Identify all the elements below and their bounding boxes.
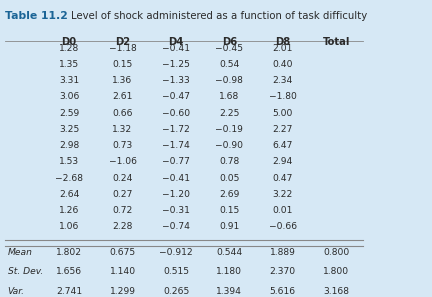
Text: 0.27: 0.27: [112, 190, 133, 199]
Text: 0.15: 0.15: [112, 60, 133, 69]
Text: 1.802: 1.802: [56, 248, 82, 257]
Text: 1.06: 1.06: [59, 222, 79, 231]
Text: −1.20: −1.20: [162, 190, 190, 199]
Text: 1.800: 1.800: [323, 267, 349, 276]
Text: 1.35: 1.35: [59, 60, 79, 69]
Text: 1.394: 1.394: [216, 287, 242, 296]
Text: D4: D4: [168, 37, 184, 47]
Text: 2.61: 2.61: [112, 92, 133, 101]
Text: −1.18: −1.18: [109, 44, 137, 53]
Text: 1.656: 1.656: [56, 267, 82, 276]
Text: 0.515: 0.515: [163, 267, 189, 276]
Text: 1.889: 1.889: [270, 248, 296, 257]
Text: 0.40: 0.40: [273, 60, 293, 69]
Text: 3.06: 3.06: [59, 92, 79, 101]
Text: 0.05: 0.05: [219, 173, 240, 183]
Text: 1.140: 1.140: [110, 267, 136, 276]
Text: 2.98: 2.98: [59, 141, 79, 150]
Text: 5.616: 5.616: [270, 287, 296, 296]
Text: −0.912: −0.912: [159, 248, 193, 257]
Text: 3.22: 3.22: [273, 190, 293, 199]
Text: 6.47: 6.47: [273, 141, 293, 150]
Text: 2.370: 2.370: [270, 267, 296, 276]
Text: 2.27: 2.27: [273, 125, 293, 134]
Text: Total: Total: [323, 37, 350, 47]
Text: −0.19: −0.19: [216, 125, 243, 134]
Text: −1.33: −1.33: [162, 76, 190, 85]
Text: 1.32: 1.32: [112, 125, 133, 134]
Text: −0.31: −0.31: [162, 206, 190, 215]
Text: 0.01: 0.01: [273, 206, 293, 215]
Text: 0.544: 0.544: [216, 248, 242, 257]
Text: Table 11.2: Table 11.2: [6, 11, 68, 21]
Text: 2.25: 2.25: [219, 108, 240, 118]
Text: D6: D6: [222, 37, 237, 47]
Text: 1.28: 1.28: [59, 44, 79, 53]
Text: −0.45: −0.45: [216, 44, 243, 53]
Text: 2.01: 2.01: [273, 44, 293, 53]
Text: 1.299: 1.299: [110, 287, 136, 296]
Text: 0.15: 0.15: [219, 206, 239, 215]
Text: 0.47: 0.47: [273, 173, 293, 183]
Text: −0.47: −0.47: [162, 92, 190, 101]
Text: St. Dev.: St. Dev.: [7, 267, 43, 276]
Text: 3.168: 3.168: [323, 287, 349, 296]
Text: 2.34: 2.34: [273, 76, 293, 85]
Text: 1.26: 1.26: [59, 206, 79, 215]
Text: D2: D2: [115, 37, 130, 47]
Text: −0.60: −0.60: [162, 108, 190, 118]
Text: Mean: Mean: [7, 248, 32, 257]
Text: 1.36: 1.36: [112, 76, 133, 85]
Text: 0.54: 0.54: [219, 60, 240, 69]
Text: 1.180: 1.180: [216, 267, 242, 276]
Text: 2.64: 2.64: [59, 190, 79, 199]
Text: −1.72: −1.72: [162, 125, 190, 134]
Text: −0.41: −0.41: [162, 44, 190, 53]
Text: 0.265: 0.265: [163, 287, 189, 296]
Text: 2.741: 2.741: [56, 287, 82, 296]
Text: 1.53: 1.53: [59, 157, 79, 166]
Text: 0.675: 0.675: [110, 248, 136, 257]
Text: −2.68: −2.68: [55, 173, 83, 183]
Text: −1.80: −1.80: [269, 92, 297, 101]
Text: D8: D8: [275, 37, 290, 47]
Text: 2.94: 2.94: [273, 157, 293, 166]
Text: −1.25: −1.25: [162, 60, 190, 69]
Text: Level of shock administered as a function of task difficulty: Level of shock administered as a functio…: [71, 11, 368, 21]
Text: 0.72: 0.72: [112, 206, 133, 215]
Text: 2.59: 2.59: [59, 108, 79, 118]
Text: D0: D0: [62, 37, 77, 47]
Text: −0.98: −0.98: [216, 76, 243, 85]
Text: −0.41: −0.41: [162, 173, 190, 183]
Text: Var.: Var.: [7, 287, 25, 296]
Text: −0.77: −0.77: [162, 157, 190, 166]
Text: 5.00: 5.00: [273, 108, 293, 118]
Text: −1.06: −1.06: [108, 157, 137, 166]
Text: −1.74: −1.74: [162, 141, 190, 150]
Text: 1.68: 1.68: [219, 92, 239, 101]
Text: −0.66: −0.66: [269, 222, 297, 231]
Text: 0.24: 0.24: [112, 173, 133, 183]
Text: 0.78: 0.78: [219, 157, 239, 166]
Text: 3.25: 3.25: [59, 125, 79, 134]
Text: 0.73: 0.73: [112, 141, 133, 150]
Text: 0.66: 0.66: [112, 108, 133, 118]
Text: −0.74: −0.74: [162, 222, 190, 231]
Text: 3.31: 3.31: [59, 76, 79, 85]
Text: 2.28: 2.28: [112, 222, 133, 231]
Text: 0.800: 0.800: [323, 248, 349, 257]
Text: −0.90: −0.90: [216, 141, 243, 150]
Text: 2.69: 2.69: [219, 190, 240, 199]
Text: 0.91: 0.91: [219, 222, 239, 231]
